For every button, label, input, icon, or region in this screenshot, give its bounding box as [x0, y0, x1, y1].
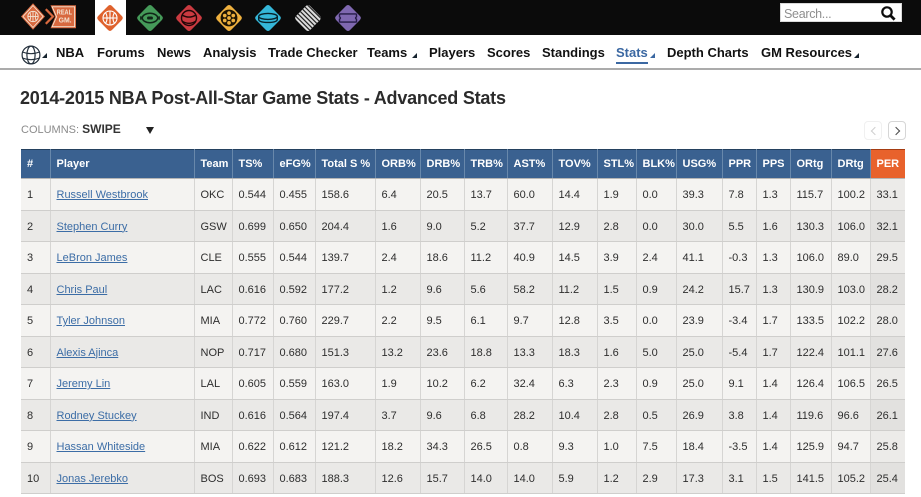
- svg-text:REAL: REAL: [57, 7, 73, 16]
- svg-text:GM.: GM.: [59, 16, 72, 25]
